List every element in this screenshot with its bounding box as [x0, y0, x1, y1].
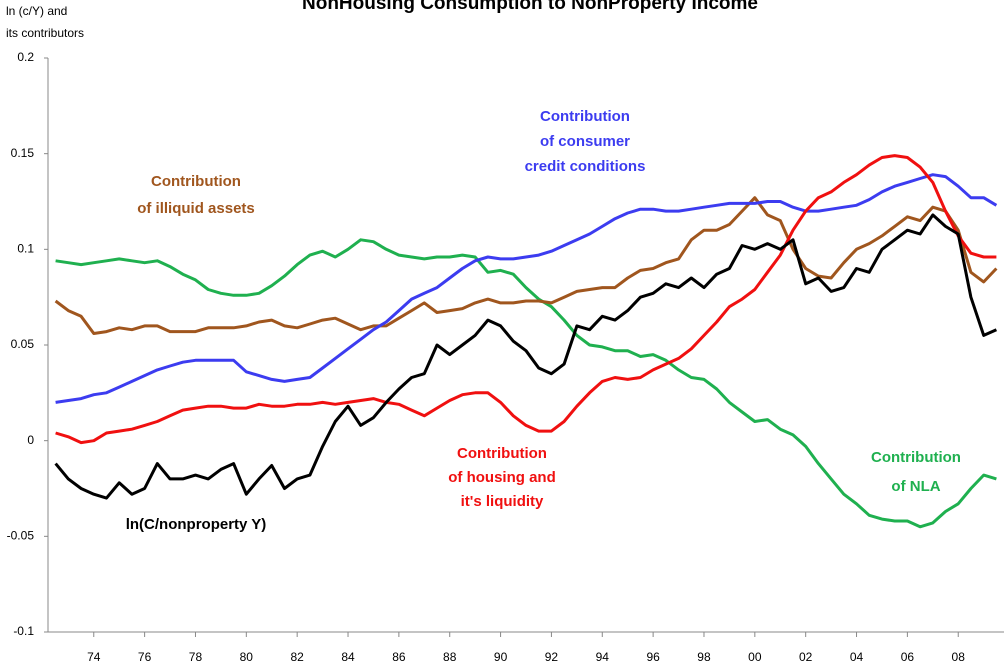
x-tick-label: 92	[545, 650, 559, 664]
x-tick-label: 06	[901, 650, 915, 664]
y-axis-label: its contributors	[6, 26, 84, 40]
annotation: Contribution	[540, 108, 630, 125]
y-tick-label: 0	[27, 433, 34, 447]
annotation: Contribution	[151, 173, 241, 190]
y-tick-label: 0.1	[17, 242, 34, 256]
x-tick-label: 02	[799, 650, 813, 664]
y-tick-label: -0.1	[13, 624, 34, 638]
x-tick-label: 86	[392, 650, 406, 664]
x-tick-label: 76	[138, 650, 152, 664]
x-tick-label: 98	[697, 650, 711, 664]
annotation: of consumer	[540, 133, 630, 150]
x-tick-label: 74	[87, 650, 101, 664]
x-tick-label: 78	[189, 650, 203, 664]
x-tick-label: 94	[596, 650, 610, 664]
y-tick-label: 0.2	[17, 50, 34, 64]
x-tick-label: 84	[341, 650, 355, 664]
series-line	[55, 154, 997, 445]
x-tick-label: 90	[494, 650, 508, 664]
x-tick-label: 96	[646, 650, 660, 664]
series-line	[55, 173, 998, 404]
y-tick-label: 0.15	[11, 146, 35, 160]
annotation: Contribution	[457, 445, 547, 462]
x-tick-label: 04	[850, 650, 864, 664]
annotation: of NLA	[891, 478, 940, 495]
annotation: credit conditions	[525, 158, 646, 175]
y-tick-label: 0.05	[11, 337, 35, 351]
x-tick-label: 88	[443, 650, 457, 664]
series-line	[54, 213, 998, 500]
y-tick-label: -0.05	[7, 529, 35, 543]
x-tick-label: 08	[952, 650, 966, 664]
annotation: of illiquid assets	[137, 200, 255, 217]
x-tick-label: 82	[290, 650, 304, 664]
annotation: it's liquidity	[461, 493, 544, 510]
annotation: of housing and	[448, 469, 555, 486]
series-line	[54, 196, 998, 335]
series-line	[55, 238, 997, 529]
chart-title: NonHousing Consumption to NonProperty In…	[302, 0, 758, 14]
y-axis-label: ln (c/Y) and	[6, 4, 67, 18]
x-tick-label: 80	[240, 650, 254, 664]
x-tick-label: 00	[748, 650, 762, 664]
annotation: Contribution	[871, 449, 961, 466]
annotation: ln(C/nonproperty Y)	[126, 516, 267, 533]
